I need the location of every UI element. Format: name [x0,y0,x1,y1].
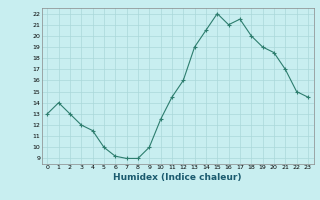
X-axis label: Humidex (Indice chaleur): Humidex (Indice chaleur) [113,173,242,182]
